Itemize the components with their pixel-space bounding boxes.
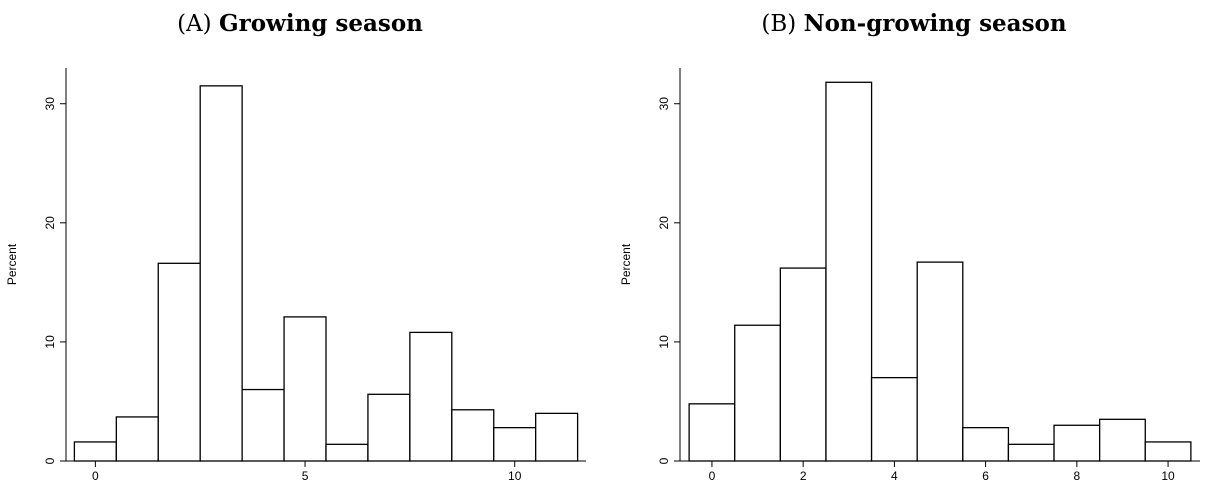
histogram-bar bbox=[825, 81, 873, 462]
histogram-bar bbox=[1098, 418, 1146, 462]
panel-tag: (A) bbox=[177, 11, 212, 37]
panel-title: (A) Growing season bbox=[0, 10, 600, 37]
histogram-bar bbox=[451, 409, 495, 462]
x-tick-label: 6 bbox=[982, 469, 989, 483]
y-tick-label: 10 bbox=[43, 335, 57, 349]
chart-title: Growing season bbox=[218, 10, 423, 37]
histogram-bar bbox=[241, 388, 285, 462]
y-tick-label: 0 bbox=[43, 457, 57, 464]
histogram-bar bbox=[409, 331, 453, 462]
histogram-bar bbox=[1053, 424, 1101, 462]
histogram-bar bbox=[367, 393, 411, 462]
histogram-bar bbox=[734, 324, 782, 462]
histogram-bar bbox=[157, 262, 201, 462]
histogram-bar bbox=[493, 427, 537, 462]
y-axis-label: Percent bbox=[5, 243, 19, 285]
y-tick-label: 30 bbox=[657, 97, 671, 111]
y-tick-label: 20 bbox=[43, 216, 57, 230]
histogram-bar bbox=[870, 376, 918, 462]
x-tick-label: 5 bbox=[302, 469, 309, 483]
histogram-bar bbox=[199, 85, 243, 462]
histogram-growing-season: 0 10 20 30 0 5 10 Percent bbox=[5, 68, 586, 483]
histogram-bar bbox=[1007, 443, 1055, 462]
panel-title: (B) Non-growing season bbox=[614, 10, 1214, 37]
histogram-bar bbox=[688, 403, 736, 462]
x-tick-label: 2 bbox=[800, 469, 807, 483]
x-tick-label: 10 bbox=[508, 469, 522, 483]
histogram-non-growing-season: 0 10 20 30 0 2 4 6 8 10 Percent bbox=[619, 68, 1200, 483]
y-tick-label: 0 bbox=[657, 457, 671, 464]
histogram-bar bbox=[535, 412, 579, 462]
x-tick-label: 8 bbox=[1073, 469, 1080, 483]
panel-non-growing-season: (B) Non-growing season 0 10 20 30 0 2 4 6 8 10 Per… bbox=[614, 0, 1214, 484]
histogram-bar bbox=[962, 427, 1010, 462]
histogram-bar bbox=[115, 416, 159, 462]
y-tick-label: 10 bbox=[657, 335, 671, 349]
histogram-bar bbox=[325, 443, 369, 462]
histogram-bar bbox=[916, 261, 964, 462]
histogram-bar bbox=[779, 267, 827, 462]
y-tick-label: 30 bbox=[43, 97, 57, 111]
histogram-bar bbox=[73, 441, 117, 462]
histogram-bar bbox=[283, 316, 327, 462]
chart-title: Non-growing season bbox=[803, 10, 1067, 37]
histogram-bar bbox=[1144, 441, 1192, 462]
x-tick-label: 0 bbox=[709, 469, 716, 483]
x-tick-label: 4 bbox=[891, 469, 898, 483]
x-tick-label: 10 bbox=[1161, 469, 1175, 483]
y-tick-label: 20 bbox=[657, 216, 671, 230]
panel-tag: (B) bbox=[761, 11, 797, 37]
x-tick-label: 0 bbox=[92, 469, 99, 483]
panel-growing-season: (A) Growing season 0 10 20 30 0 5 10 Percent bbox=[0, 0, 600, 484]
y-axis-label: Percent bbox=[619, 243, 633, 285]
